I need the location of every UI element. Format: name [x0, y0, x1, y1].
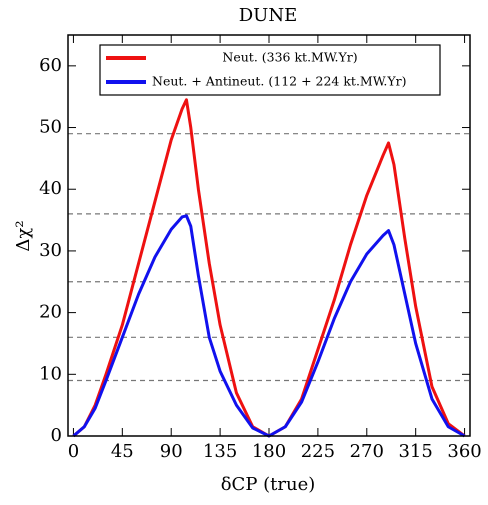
y-tick-label: 10	[39, 363, 62, 384]
x-tick-label: 225	[301, 441, 335, 462]
y-tick-label: 30	[39, 240, 62, 261]
plot-frame	[67, 34, 471, 437]
x-tick-label: 90	[160, 441, 183, 462]
x-tick-label: 360	[447, 441, 481, 462]
y-axis-label: Δχ²	[13, 220, 34, 251]
y-tick-label: 40	[39, 178, 62, 199]
x-tick-label: 270	[350, 441, 384, 462]
x-tick-label: 45	[111, 441, 134, 462]
legend-label: Neut. + Antineut. (112 + 224 kt.MW.Yr)	[152, 74, 406, 89]
x-tick-label: 315	[398, 441, 432, 462]
x-tick-label: 180	[252, 441, 286, 462]
chart-title: DUNE	[239, 5, 298, 26]
x-axis-label: δCP (true)	[221, 474, 316, 495]
legend-box	[99, 44, 441, 96]
y-tick-label: 0	[51, 425, 62, 446]
line	[72, 214, 466, 438]
y-tick-label: 20	[39, 302, 62, 323]
x-tick-label: 135	[203, 441, 237, 462]
y-tick-label: 50	[39, 117, 62, 138]
y-tick-label: 60	[39, 55, 62, 76]
x-tick-label: 0	[68, 441, 79, 462]
legend-label: Neut. (336 kt.MW.Yr)	[222, 50, 357, 65]
